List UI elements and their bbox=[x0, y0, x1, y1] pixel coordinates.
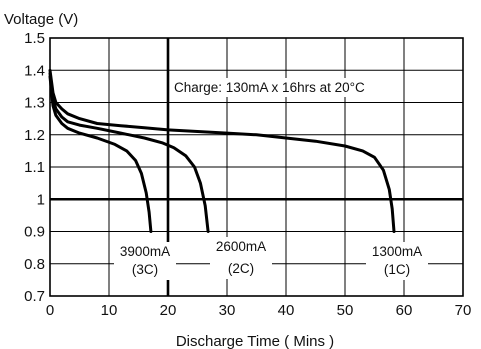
y-tick-label: 1 bbox=[37, 191, 45, 208]
series-lines bbox=[48, 68, 396, 233]
series-label-c: (1C) bbox=[384, 262, 410, 277]
charge-annotation: Charge: 130mA x 16hrs at 20°C bbox=[174, 80, 365, 95]
x-tick-label: 0 bbox=[46, 302, 54, 319]
tick-labels: 0.7 0.8 0.9 1 1.1 1.2 1.3 1.4 1.5 0 10 20 30 40 50 60 70 bbox=[24, 30, 471, 319]
series-label-bg bbox=[114, 242, 176, 280]
annotation-bg bbox=[171, 78, 369, 97]
y-tick-label: 1.4 bbox=[24, 62, 45, 79]
y-tick-label: 0.8 bbox=[24, 256, 45, 273]
series-label-rate: 2600mA bbox=[216, 239, 266, 254]
x-tick-label: 40 bbox=[278, 302, 295, 319]
y-tick-label: 1.3 bbox=[24, 95, 45, 112]
series-label-bg bbox=[210, 237, 272, 279]
series-label-c: (2C) bbox=[228, 261, 254, 276]
series-line bbox=[48, 75, 153, 233]
x-tick-label: 50 bbox=[337, 302, 354, 319]
y-axis-title: Voltage (V) bbox=[4, 11, 78, 28]
plot-frame bbox=[49, 37, 464, 297]
series-label-bg bbox=[366, 242, 428, 280]
y-tick-label: 0.9 bbox=[24, 224, 45, 241]
y-tick-label: 0.7 bbox=[24, 288, 45, 305]
y-tick-label: 1.5 bbox=[24, 30, 45, 47]
x-tick-label: 70 bbox=[455, 302, 472, 319]
series-line bbox=[48, 68, 396, 233]
series-labels: 1300mA (1C) 2600mA (2C) 3900mA (3C) bbox=[114, 237, 428, 280]
x-tick-label: 10 bbox=[101, 302, 118, 319]
series-label-rate: 3900mA bbox=[120, 244, 170, 259]
x-tick-label: 20 bbox=[160, 302, 177, 319]
x-tick-label: 30 bbox=[219, 302, 236, 319]
x-axis-title: Discharge Time ( Mins ) bbox=[176, 333, 334, 349]
y-tick-label: 1.1 bbox=[24, 159, 45, 176]
plot-border bbox=[49, 37, 464, 297]
series-label-c: (3C) bbox=[132, 262, 158, 277]
y-tick-label: 1.2 bbox=[24, 127, 45, 144]
x-tick-label: 60 bbox=[396, 302, 413, 319]
series-line bbox=[48, 72, 210, 233]
series-label-rate: 1300mA bbox=[372, 244, 422, 259]
